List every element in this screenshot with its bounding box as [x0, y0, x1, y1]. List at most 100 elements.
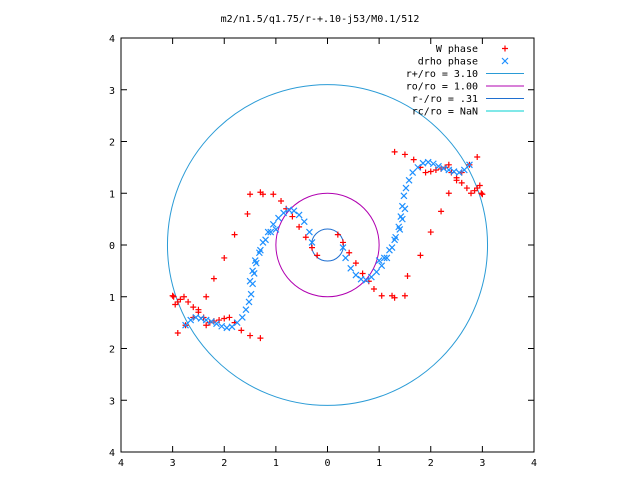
drho-phase-point [409, 169, 417, 176]
w-phase-point [169, 292, 176, 299]
drho-phase-point [290, 207, 298, 215]
w-phase-point [221, 254, 228, 261]
w-phase-point [270, 191, 277, 198]
w-phase-point [259, 191, 266, 198]
drho-phase-point [300, 218, 308, 226]
drho-phase-point [440, 164, 448, 172]
legend-label: drho phase [418, 57, 478, 68]
drho-phase-point [218, 322, 226, 330]
y-tick-label: 1 [109, 293, 115, 304]
drho-phase-point [275, 214, 282, 222]
w-phase-point [453, 177, 460, 184]
w-phase-point [458, 179, 465, 186]
drho-phase-point [352, 271, 360, 279]
drho-phase-point [466, 161, 473, 169]
w-phase-point [370, 285, 377, 292]
x-tick-label: 4 [118, 458, 124, 469]
drho-phase-point [247, 290, 255, 298]
drho-phase-point [182, 321, 189, 329]
w-phase-point [463, 185, 470, 192]
w-phase-point [391, 148, 398, 155]
w-phase-point [445, 190, 452, 197]
drho-phase-point [308, 238, 316, 246]
drho-phase-point [405, 176, 413, 184]
w-phase-point [203, 293, 210, 300]
x-tick-label: 1 [273, 458, 279, 469]
w-phase-point [180, 293, 187, 300]
w-phase-point [378, 292, 385, 299]
drho-phase-point [197, 315, 205, 322]
w-phase-point [438, 208, 445, 215]
drho-phase-point [272, 226, 280, 233]
drho-phase-point [402, 184, 410, 192]
drho-phase-point [378, 262, 386, 270]
drho-phase-point [398, 215, 406, 223]
w-phase-point [417, 252, 424, 259]
drho-phase-point [347, 264, 355, 272]
w-phase-point [427, 229, 434, 236]
w-phase-point [289, 213, 296, 220]
circle-2 [310, 228, 345, 262]
drho-phase-point [386, 246, 393, 254]
x-tick-label: 3 [479, 458, 485, 469]
drho-phase-point [242, 306, 250, 314]
w-phase-point [244, 210, 251, 217]
circle-0 [166, 84, 489, 406]
w-phase-point [468, 190, 475, 197]
drho-phase-point [228, 323, 236, 331]
w-phase-point [346, 249, 353, 256]
circle-1 [275, 192, 380, 298]
drho-phase-point [445, 166, 453, 174]
drho-phase-point [414, 163, 422, 171]
drho-phase-point [460, 166, 468, 174]
w-phase-point [302, 234, 309, 241]
drho-phase-point [269, 220, 277, 228]
drho-phase-point [251, 257, 259, 264]
legend-label: rc/ro = NaN [412, 107, 478, 118]
w-phase-point [445, 161, 452, 168]
w-phase-point [476, 182, 483, 189]
y-tick-label: 1 [109, 189, 115, 200]
drho-phase-point [450, 168, 458, 175]
drho-phase-point [295, 211, 303, 219]
w-phase-point [339, 239, 346, 246]
legend-marker [502, 45, 508, 52]
w-phase-point [352, 260, 359, 267]
drho-phase-point [375, 257, 383, 264]
drho-phase-point [396, 226, 404, 233]
w-phase-point [309, 244, 316, 251]
w-phase-point [231, 231, 238, 238]
drho-phase-point [256, 246, 264, 254]
x-tick-label: 2 [428, 458, 434, 469]
w-phase-point [247, 191, 254, 198]
x-tick-label: 0 [324, 458, 330, 469]
w-phase-point [257, 335, 264, 342]
w-phase-point [401, 292, 408, 299]
w-phase-point [210, 275, 217, 282]
w-phase-point [478, 190, 485, 197]
w-phase-point [190, 304, 197, 311]
y-tick-label: 3 [109, 86, 115, 97]
drho-phase-point [373, 268, 380, 276]
drho-phase-point [192, 314, 200, 321]
w-phase-point [247, 332, 254, 339]
w-phase-point [422, 169, 429, 176]
drho-phase-point [362, 276, 370, 284]
chart-title: m2/n1.5/q1.75/r-+.10-j53/M0.1/512 [221, 14, 420, 25]
w-phase-point [185, 298, 192, 305]
w-phase-point [474, 154, 481, 161]
drho-phase-point [455, 169, 463, 176]
w-phase-point [221, 315, 228, 322]
drho-phase-point [419, 159, 427, 167]
legend-label: ro/ro = 1.00 [406, 82, 478, 93]
drho-phase-point [238, 314, 246, 321]
x-tick-label: 3 [170, 458, 176, 469]
w-phase-point [401, 151, 408, 158]
w-phase-point [314, 252, 321, 259]
w-phase-point [404, 273, 411, 280]
w-phase-point [226, 314, 233, 321]
drho-phase-point [223, 324, 231, 332]
w-phase-point [170, 293, 177, 300]
